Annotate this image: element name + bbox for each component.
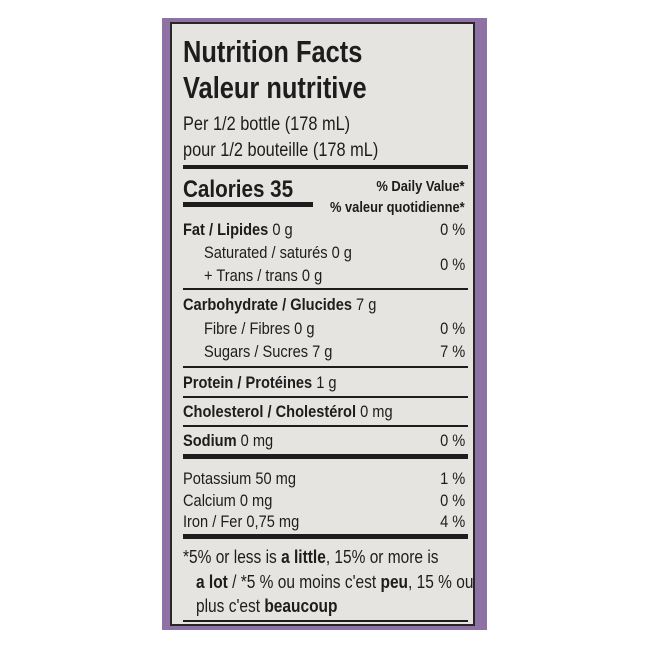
divider: [183, 366, 468, 368]
divider: [183, 620, 468, 622]
divider-thick: [183, 454, 468, 459]
nutrient-amount: Fibre / Fibres 0 g: [204, 319, 315, 338]
daily-value-header-fr: % valeur quotidienne*: [330, 199, 465, 216]
nutrient-row: Potassium 50 mg: [183, 470, 296, 487]
nutrient-row: Sugars / Sucres 7 g: [204, 343, 332, 360]
nutrient-row: Protein / Protéines 1 g: [183, 374, 337, 391]
nutrient-name: Cholesterol / Cholestérol: [183, 402, 357, 421]
divider-thick: [183, 165, 468, 169]
nutrient-row: Iron / Fer 0,75 mg: [183, 513, 299, 530]
divider: [183, 288, 468, 290]
nutrient-row: Fibre / Fibres 0 g: [204, 320, 315, 337]
nutrient-amount: Iron / Fer 0,75 mg: [183, 512, 300, 531]
divider: [183, 425, 468, 427]
nutrient-amount: 7 g: [351, 295, 377, 314]
title-fr: Valeur nutritive: [183, 70, 367, 105]
serving-size-en: Per 1/2 bottle (178 mL): [183, 114, 351, 135]
footnote-line-2: a lot / *5 % ou moins c'est peu, 15 % ou: [196, 572, 474, 592]
nutrient-amount: Saturated / saturés 0 g: [204, 243, 352, 262]
nutrient-name: Fat / Lipides: [183, 220, 269, 239]
nutrition-facts-label: Nutrition Facts Valeur nutritive Per 1/2…: [170, 22, 475, 626]
nutrient-name: Sodium: [183, 431, 237, 450]
divider-thick: [183, 534, 468, 539]
divider: [183, 396, 468, 398]
nutrient-row: Saturated / saturés 0 g: [204, 244, 352, 261]
nutrient-amount: + Trans / trans 0 g: [204, 266, 323, 285]
nutrient-name: Protein / Protéines: [183, 373, 313, 392]
nutrient-amount: 0 mg: [356, 402, 393, 421]
daily-value-header-en: % Daily Value*: [376, 178, 465, 195]
serving-size-fr: pour 1/2 bouteille (178 mL): [183, 140, 379, 161]
nutrient-amount: 0 mg: [236, 431, 274, 450]
nutrient-amount: 0 g: [268, 220, 293, 239]
daily-value-percent: 1 %: [439, 469, 465, 488]
nutrient-row: Carbohydrate / Glucides 7 g: [183, 296, 376, 313]
nutrient-amount: Calcium 0 mg: [183, 491, 273, 510]
nutrient-name: Carbohydrate / Glucides: [183, 295, 352, 314]
daily-value-percent: 0 %: [439, 220, 465, 239]
daily-value-percent: 0 %: [439, 491, 465, 510]
nutrient-row: Fat / Lipides 0 g: [183, 221, 293, 238]
nutrient-row: Cholesterol / Cholestérol 0 mg: [183, 403, 393, 420]
nutrient-amount: Potassium 50 mg: [183, 469, 296, 488]
daily-value-percent: 7 %: [439, 342, 465, 361]
title-en: Nutrition Facts: [183, 34, 363, 69]
daily-value-percent: 0 %: [439, 319, 465, 338]
daily-value-percent: 0 %: [439, 255, 465, 274]
nutrient-amount: Sugars / Sucres 7 g: [204, 342, 333, 361]
nutrient-row: Sodium 0 mg: [183, 432, 273, 449]
daily-value-percent: 4 %: [439, 512, 465, 531]
calories-underline: [183, 202, 313, 207]
daily-value-percent: 0 %: [439, 431, 465, 450]
nutrient-row: Calcium 0 mg: [183, 492, 272, 509]
nutrient-row: + Trans / trans 0 g: [204, 267, 322, 284]
calories: Calories 35: [183, 176, 294, 203]
footnote-line-3: plus c'est beaucoup: [196, 596, 338, 616]
footnote-line-1: *5% or less is a little, 15% or more is: [183, 547, 439, 567]
nutrient-amount: 1 g: [312, 373, 337, 392]
